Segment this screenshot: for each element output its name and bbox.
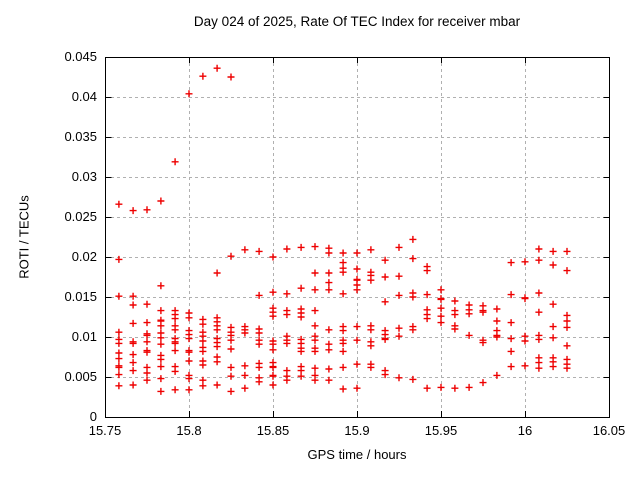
y-tick-label: 0.02 [71,249,97,264]
y-tick-label: 0.015 [64,289,97,304]
y-tick-label: 0.025 [64,209,97,224]
tick-marks [105,57,610,418]
grid-lines [105,57,609,417]
y-tick-label: 0.01 [71,329,97,344]
y-tick-label: 0.045 [64,49,97,64]
x-tick-label: 15.9 [344,423,370,438]
y-tick-label: 0.03 [71,169,97,184]
x-tick-label: 15.95 [424,423,458,438]
x-tick-label: 16.05 [592,423,626,438]
x-tick-label: 15.75 [88,423,122,438]
y-tick-label: 0.035 [64,129,97,144]
chart-title: Day 024 of 2025, Rate Of TEC Index for r… [193,14,521,29]
y-tick-label: 0.04 [71,89,97,104]
y-tick-label: 0 [89,409,97,424]
data-points [115,64,571,395]
x-tick-label: 16 [517,423,533,438]
y-tick-label: 0.005 [64,369,97,384]
x-axis-label: GPS time / hours [307,447,407,462]
x-tick-label: 15.8 [176,423,202,438]
x-tick-label: 15.85 [256,423,290,438]
